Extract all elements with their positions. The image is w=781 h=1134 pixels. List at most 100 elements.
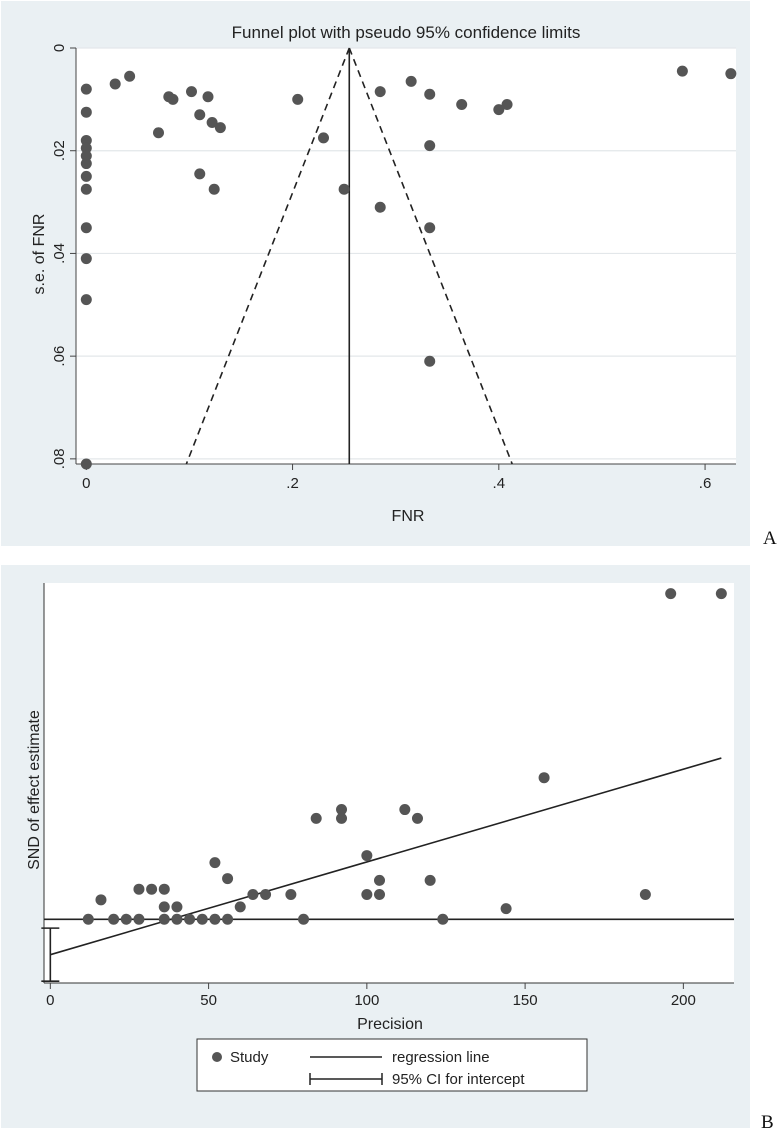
panel-b-intercept-ci [41, 927, 60, 983]
panel-a: Funnel plot with pseudo 95% confidence l… [1, 1, 750, 546]
panel-b-point [158, 901, 170, 913]
panel-a-y-tick-label: 0 [51, 44, 68, 52]
panel-b-point [209, 913, 221, 925]
panel-b-point [374, 874, 386, 886]
panel-b-point [171, 913, 183, 925]
panel-b-point [374, 889, 386, 901]
panel-a-x-tick-label: 0 [82, 475, 90, 492]
panel-a-point [424, 88, 436, 100]
panel-a-x-axis-title: FNR [392, 508, 425, 525]
panel-a-point [206, 116, 218, 128]
panel-a-letter: A [763, 528, 777, 549]
panel-b-point [196, 913, 208, 925]
panel-b-x-tick-label: 0 [46, 992, 54, 1009]
panel-a-x-tick-label: .4 [493, 475, 506, 492]
panel-b-point [310, 812, 322, 824]
panel-b-point [146, 883, 158, 895]
panel-a-point [80, 134, 92, 146]
panel-b-x-axis-title: Precision [357, 1016, 423, 1033]
panel-b-point [158, 913, 170, 925]
panel-a-ci-line-left [185, 47, 351, 465]
panel-b-y-axis-title: SND of effect estimate [26, 710, 43, 870]
panel-a-point [80, 106, 92, 118]
panel-a-point [124, 70, 136, 82]
panel-a-point [676, 65, 688, 77]
panel-b-point [108, 913, 120, 925]
panel-a-point [80, 458, 92, 470]
panel-b-point [234, 901, 246, 913]
panel-b-points [82, 588, 727, 925]
panel-b-plot-area [44, 583, 734, 983]
panel-a-point [318, 132, 329, 144]
panel-b-x-tick-label: 150 [513, 992, 538, 1009]
panel-b-point [399, 804, 411, 816]
panel-b-point [411, 812, 423, 824]
panel-b-point [222, 913, 234, 925]
panel-a-y-ticks: 0 .02 .04 .06 .08 [51, 44, 77, 469]
panel-a-y-tick-label: .02 [51, 140, 68, 161]
panel-a-point [338, 183, 350, 195]
panel-b-point [361, 850, 373, 862]
panel-b-point [665, 588, 677, 600]
panel-a-point [194, 109, 206, 121]
panel-b-point [222, 873, 234, 885]
panel-b-point [500, 903, 512, 915]
panel-a-ci-line-right [348, 47, 513, 465]
panel-a-y-tick-label: .06 [51, 346, 68, 367]
panel-b-point [361, 889, 373, 901]
panel-a-point [208, 183, 220, 195]
panel-a-point [80, 150, 92, 162]
panel-b-point [120, 913, 132, 925]
panel-a-point [186, 86, 197, 98]
panel-b-x-ticks: 0 50 100 150 200 [46, 983, 696, 1009]
panel-a-point [109, 78, 121, 90]
panel-a-point [80, 142, 92, 154]
panel-b-point [437, 913, 449, 925]
panel-b-point [639, 889, 651, 901]
panel-a-point [424, 140, 436, 152]
panel-b-x-tick-label: 50 [200, 992, 217, 1009]
panel-b-x-tick-label: 200 [671, 992, 696, 1009]
panel-a-point [80, 158, 92, 170]
panel-a-point [80, 294, 92, 306]
panel-a-point [374, 86, 386, 98]
legend-box [196, 1038, 588, 1092]
panel-b-point [158, 883, 170, 895]
panel-b-point [336, 812, 348, 824]
legend-ci-swatch [309, 1073, 383, 1085]
panel-b-point [133, 913, 145, 925]
panel-a-plot-area [76, 48, 736, 464]
panel-a-points [80, 65, 737, 470]
panel-b-point [184, 913, 196, 925]
panel-a-point [80, 222, 92, 234]
panel-b-point [424, 874, 436, 886]
panel-a-point [456, 98, 468, 110]
panel-b-point [82, 913, 94, 925]
legend-study-marker [212, 1052, 222, 1062]
panel-a-point [292, 93, 304, 105]
panel-a-funnel-lines [185, 47, 513, 465]
panel-a-point [424, 355, 436, 367]
panel-a-point [202, 91, 214, 103]
panel-a-point [493, 104, 505, 116]
panel-b-point [171, 901, 183, 913]
panel-a-point [194, 168, 206, 180]
legend-ci-label: 95% CI for intercept [392, 1071, 525, 1088]
panel-a-x-tick-label: .2 [286, 475, 299, 492]
panel-b-point [298, 913, 310, 925]
panel-b-point [247, 889, 259, 901]
panel-b-point [95, 894, 107, 906]
panel-a-point [80, 253, 92, 265]
panel-b-point [336, 804, 348, 816]
panel-a-point [80, 183, 92, 195]
panel-a-point [167, 93, 179, 105]
panel-a-title: Funnel plot with pseudo 95% confidence l… [232, 23, 581, 42]
panel-b-point [209, 857, 221, 869]
panel-a-x-tick-label: .6 [699, 475, 712, 492]
legend-study-label: Study [230, 1049, 269, 1066]
panel-a-point [214, 122, 226, 134]
panel-a-point [80, 83, 92, 95]
panel-a-y-tick-label: .04 [51, 243, 68, 264]
panel-b-point [538, 772, 550, 784]
